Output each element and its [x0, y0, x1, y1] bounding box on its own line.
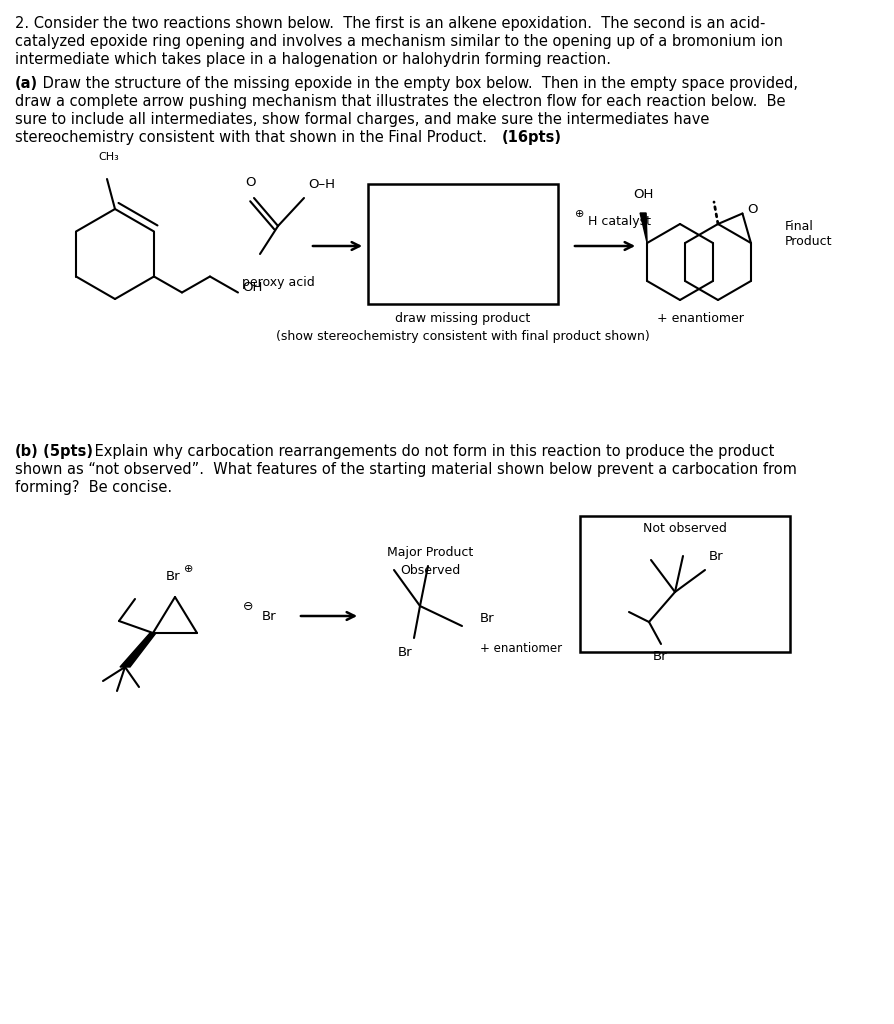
Text: 2. Consider the two reactions shown below.  The first is an alkene epoxidation. : 2. Consider the two reactions shown belo… — [15, 16, 765, 31]
Text: O: O — [747, 203, 758, 216]
Text: Explain why carbocation rearrangements do not form in this reaction to produce t: Explain why carbocation rearrangements d… — [90, 444, 774, 459]
Text: ⊕: ⊕ — [184, 564, 194, 574]
Text: (a): (a) — [15, 76, 38, 91]
Text: (5pts): (5pts) — [38, 444, 93, 459]
Text: Observed: Observed — [400, 564, 460, 577]
Text: Not observed: Not observed — [643, 522, 727, 535]
Text: (show stereochemistry consistent with final product shown): (show stereochemistry consistent with fi… — [276, 330, 650, 343]
Bar — [368, 184, 558, 304]
Text: (16pts): (16pts) — [502, 130, 562, 145]
Text: draw missing product: draw missing product — [395, 312, 531, 325]
Text: + enantiomer: + enantiomer — [656, 312, 744, 325]
Text: stereochemistry consistent with that shown in the Final Product.: stereochemistry consistent with that sho… — [15, 130, 492, 145]
Polygon shape — [120, 633, 156, 667]
Text: OH: OH — [633, 188, 654, 202]
Text: catalyzed epoxide ring opening and involves a mechanism similar to the opening u: catalyzed epoxide ring opening and invol… — [15, 34, 783, 49]
Bar — [580, 516, 790, 652]
Text: Final
Product: Final Product — [785, 220, 832, 248]
Text: Br: Br — [165, 570, 181, 584]
Text: O: O — [245, 175, 256, 188]
Text: OH: OH — [242, 281, 262, 294]
Text: forming?  Be concise.: forming? Be concise. — [15, 480, 173, 495]
Polygon shape — [640, 213, 647, 243]
Text: Br: Br — [653, 649, 668, 663]
Text: peroxy acid: peroxy acid — [241, 276, 315, 289]
Text: draw a complete arrow pushing mechanism that illustrates the electron flow for e: draw a complete arrow pushing mechanism … — [15, 94, 786, 109]
Text: CH₃: CH₃ — [98, 152, 120, 162]
Text: Br: Br — [398, 645, 413, 658]
Text: sure to include all intermediates, show formal charges, and make sure the interm: sure to include all intermediates, show … — [15, 112, 709, 127]
Text: shown as “not observed”.  What features of the starting material shown below pre: shown as “not observed”. What features o… — [15, 462, 797, 477]
Text: intermediate which takes place in a halogenation or halohydrin forming reaction.: intermediate which takes place in a halo… — [15, 52, 611, 67]
Text: Br: Br — [480, 611, 494, 625]
Text: (b): (b) — [15, 444, 38, 459]
Text: ⊕: ⊕ — [576, 209, 585, 219]
Text: Br: Br — [709, 550, 723, 562]
Text: H catalyst: H catalyst — [588, 215, 651, 228]
Text: Draw the structure of the missing epoxide in the empty box below.  Then in the e: Draw the structure of the missing epoxid… — [38, 76, 798, 91]
Text: Br: Br — [262, 609, 276, 623]
Text: Major Product: Major Product — [387, 546, 473, 559]
Text: + enantiomer: + enantiomer — [480, 642, 562, 655]
Text: ⊖: ⊖ — [243, 599, 253, 612]
Text: O–H: O–H — [308, 177, 335, 190]
